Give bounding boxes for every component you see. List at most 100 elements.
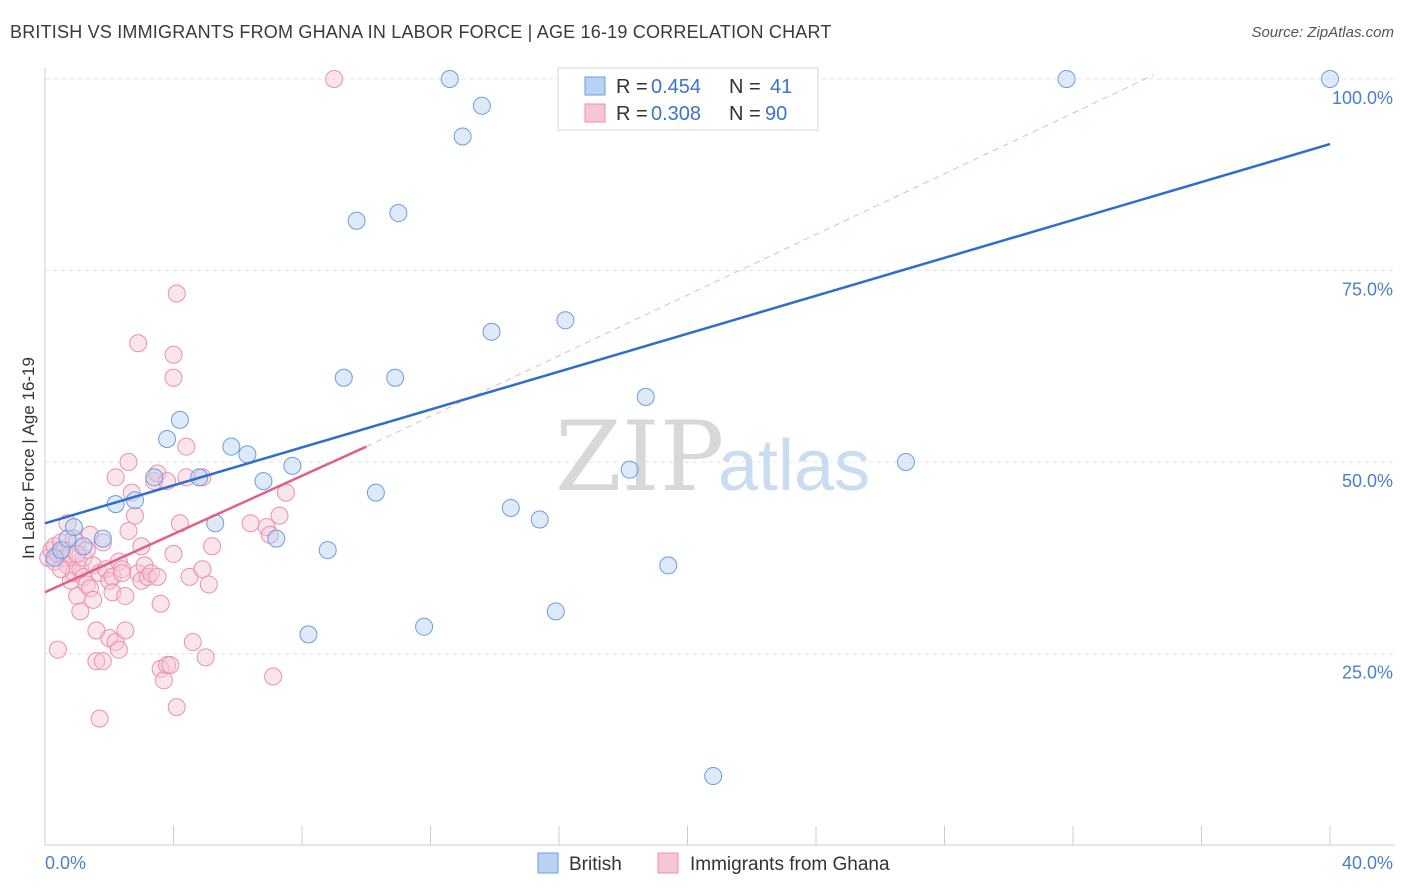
british-point [501,498,520,517]
watermark-atlas: atlas [718,426,870,506]
ghana-point [203,537,222,556]
ghana-point [80,579,99,598]
british-point [389,204,408,223]
axes: 25.0% 50.0% 75.0% 100.0% 0.0% 40.0% [44,68,1395,873]
british-point [58,529,77,548]
british-point [254,472,273,491]
legend-n-value-british: 41 [770,76,792,98]
british-point [636,387,655,406]
british-points [45,70,1339,786]
ghana-point [119,521,138,540]
british-point [546,602,565,621]
ghana-point [93,533,112,552]
series-legend-label-british: British [569,854,622,875]
trend-lines [44,74,1331,594]
legend-r-value-british: 0.454 [651,76,701,98]
ghana-point [264,667,283,686]
y-tick-label: 25.0% [1342,663,1393,683]
gridlines [45,78,1395,654]
british-point [482,322,501,341]
legend-n-value-ghana: 90 [765,103,787,125]
legend-swatch-british [584,76,606,96]
british-point [556,311,575,330]
series-legend-label-ghana: Immigrants from Ghana [690,854,890,875]
british-point [896,453,915,471]
legend-swatch-ghana [584,103,606,123]
ghana-point [193,560,212,579]
y-tick-label: 75.0% [1342,280,1393,300]
legend-n-label-british: N = [729,76,761,98]
ghana-point [125,506,144,525]
british-point [472,96,491,115]
british-point [415,617,434,636]
ghana-point [116,587,135,606]
ghana-point [113,564,132,583]
ghana-point [161,655,180,674]
ghana-point [199,575,218,594]
series-legend-swatch-british [537,852,559,874]
x-tick-label-max: 40.0% [1342,853,1393,873]
british-point [64,518,83,537]
legend-n-label-ghana: N = [729,103,761,125]
ghana-point [106,468,125,487]
ghana-point [116,621,135,640]
british-point [704,767,723,786]
ghana-point [183,633,202,652]
ghana-point [164,345,183,364]
x-tick-label-min: 0.0% [45,853,86,873]
ghana-point [148,567,167,586]
british-point [659,556,678,575]
ghana-point [241,514,260,533]
british-point [74,537,93,556]
legend-r-value-ghana: 0.308 [651,103,701,125]
ghana-point [103,567,122,586]
legend-r-label-ghana: R = [616,103,648,125]
british-point [453,127,472,146]
british-point [283,456,302,475]
british-trend-line [44,142,1331,525]
ghana-point [48,640,67,659]
ghana-point [270,506,289,525]
chart-title: BRITISH VS IMMIGRANTS FROM GHANA IN LABO… [10,22,832,42]
british-point [222,437,241,456]
british-point [347,211,366,230]
british-point [93,529,112,548]
ghana-point [109,640,128,659]
stats-legend: R = 0.454 N = 41 R = 0.308 N = 90 [557,67,819,131]
ghana-point [84,590,103,609]
british-point [299,625,318,644]
british-point [318,541,337,560]
ghana-point [129,334,148,353]
british-point [334,368,353,387]
british-point [530,510,549,529]
ghana-point [154,671,173,690]
ghana-point [52,560,71,579]
british-point [145,468,164,487]
ghana-point [167,284,186,303]
british-point [620,460,639,479]
ghana-point [71,602,90,621]
watermark-zip: ZIP [555,401,724,513]
ghana-point [196,648,215,667]
y-axis-title: In Labor Force | Age 16-19 [19,357,38,559]
british-point [366,483,385,502]
source-label: Source: ZipAtlas.com [1251,24,1394,41]
ghana-point [87,652,106,671]
ghana-points [39,70,344,728]
british-point [267,529,286,548]
series-legend-swatch-ghana [657,852,679,874]
ghana-point [177,437,196,456]
legend-r-label-british: R = [616,76,648,98]
british-point [440,70,459,88]
ghana-point [167,698,186,717]
ghana-point [90,709,109,728]
series-legend: British Immigrants from Ghana [537,852,890,875]
ghana-point [325,70,344,88]
british-point [386,368,405,387]
ghana-trend-extension [366,74,1154,448]
watermark: ZIP atlas [555,401,870,513]
ghana-point [164,368,183,387]
british-point [1057,70,1076,88]
british-point [238,445,257,464]
